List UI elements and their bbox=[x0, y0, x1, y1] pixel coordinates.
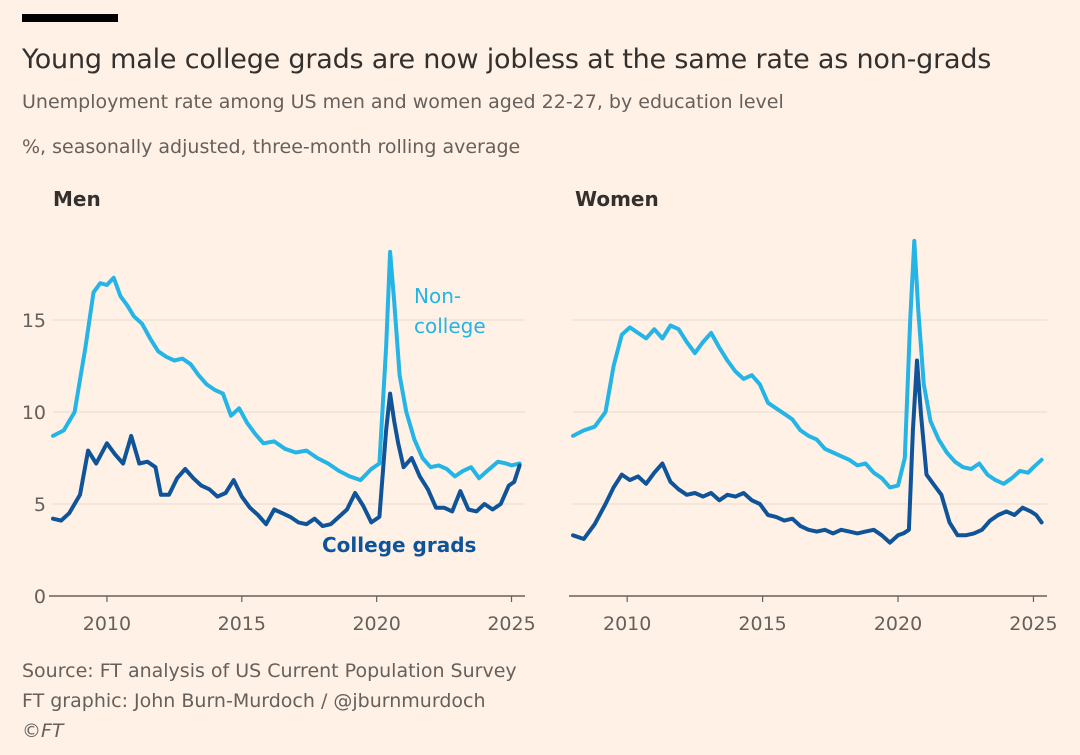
x-tick-label: 2010 bbox=[83, 613, 131, 635]
panel-title-men: Men bbox=[53, 187, 101, 211]
x-tick-label: 2015 bbox=[218, 613, 266, 635]
chart-svg: Men 0 5 10 15 2010 2015 2020 2025 Women 2010 2015 20… bbox=[22, 187, 1058, 635]
graphic-credit: FT graphic: John Burn-Murdoch / @jburnmu… bbox=[22, 690, 486, 712]
series-line-men-college-grads bbox=[51, 391, 522, 529]
x-tick-label: 2025 bbox=[1009, 613, 1057, 635]
x-tick-label: 2020 bbox=[352, 613, 400, 635]
x-tick-label: 2025 bbox=[487, 613, 535, 635]
series-line-men-non-college bbox=[51, 249, 522, 483]
x-tick-label: 2015 bbox=[738, 613, 786, 635]
series-line-women-college-grads bbox=[571, 358, 1044, 545]
chart-title: Young male college grads are now jobless… bbox=[22, 44, 992, 75]
series-label-college-grads: College grads bbox=[322, 533, 476, 557]
series-label-noncollege-line-2: college bbox=[414, 314, 486, 338]
y-tick-label: 15 bbox=[22, 310, 46, 332]
x-tick-label: 2010 bbox=[603, 613, 651, 635]
y-tick-label: 5 bbox=[34, 494, 46, 516]
x-tick-label: 2020 bbox=[874, 613, 922, 635]
chart-units-note: %, seasonally adjusted, three-month roll… bbox=[22, 136, 521, 158]
copyright: ©FT bbox=[22, 720, 64, 742]
source-note: Source: FT analysis of US Current Popula… bbox=[22, 660, 517, 682]
panel-title-women: Women bbox=[575, 187, 659, 211]
series-line-women-non-college bbox=[571, 238, 1044, 490]
y-tick-label: 0 bbox=[34, 586, 46, 608]
y-tick-label: 10 bbox=[22, 402, 46, 424]
chart-subtitle: Unemployment rate among US men and women… bbox=[22, 91, 784, 113]
series-label-noncollege-line-1: Non- bbox=[414, 284, 461, 308]
ft-brand-bar bbox=[22, 14, 118, 22]
